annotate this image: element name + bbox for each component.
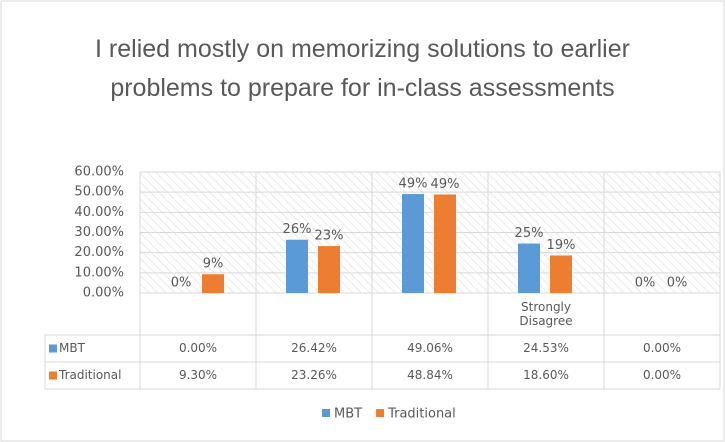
data-label: 49% [399,177,428,192]
data-label: 9% [203,257,224,272]
legend-label: MBT [334,407,362,422]
data-label: 0% [667,276,688,291]
table-row-header: MBT [59,341,86,355]
data-label: 19% [547,238,576,253]
legend-key [376,409,385,417]
legend-key [322,409,330,417]
legend-label: Traditional [387,407,456,422]
table-cell: 0.00% [643,368,681,382]
y-tick-label: 40.00% [74,205,124,220]
bar [286,239,308,293]
data-label: 0% [171,276,192,291]
data-label: 0% [635,276,656,291]
y-tick-label: 10.00% [74,265,124,280]
legend-key [49,371,57,380]
bar [434,194,456,293]
table-cell: 0.00% [643,341,681,355]
y-tick-label: 20.00% [74,245,124,260]
y-tick-label: 0.00% [83,286,124,301]
table-cell: 48.84% [407,368,453,382]
bar [518,243,540,293]
legend-key [49,344,57,353]
table-cell: 0.00% [179,341,217,355]
bar [402,194,424,293]
table-row-header: Traditional [58,368,121,382]
bar [202,274,224,293]
y-tick-label: 60.00% [74,165,124,180]
table-cell: 49.06% [407,341,453,355]
y-tick-label: 30.00% [74,225,124,240]
data-label: 25% [515,226,544,241]
data-label: 26% [283,222,312,237]
bar [550,255,572,293]
y-tick-label: 50.00% [74,185,124,200]
x-tick-label: Strongly Disagree [519,299,572,327]
table-cell: 9.30% [179,368,217,382]
table-cell: 18.60% [523,368,569,382]
data-label: 49% [431,177,460,192]
table-cell: 26.42% [291,341,337,355]
bar [318,246,340,293]
table-cell: 23.26% [291,368,337,382]
chart-title: I relied mostly on memorizing solutions … [95,35,630,102]
table-cell: 24.53% [523,341,569,355]
data-label: 23% [315,229,344,244]
